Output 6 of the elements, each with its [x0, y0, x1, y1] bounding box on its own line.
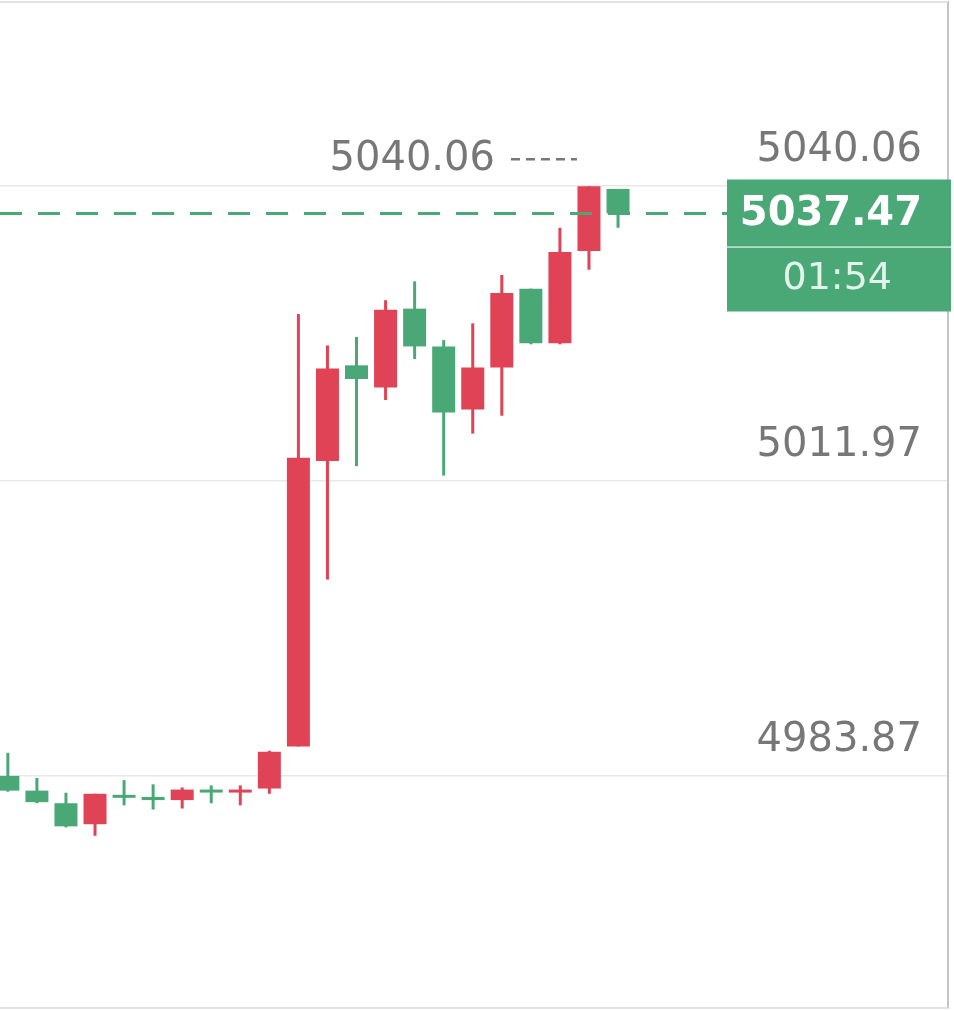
ref-line-label: 5037.47	[739, 187, 922, 234]
text: 01:54	[782, 254, 892, 299]
annotation: 5040.06	[329, 132, 495, 179]
y-tick-label: 5011.97	[756, 418, 922, 465]
y-tick-label: 5040.06	[756, 123, 922, 170]
y-tick-label: 4983.87	[756, 713, 922, 760]
